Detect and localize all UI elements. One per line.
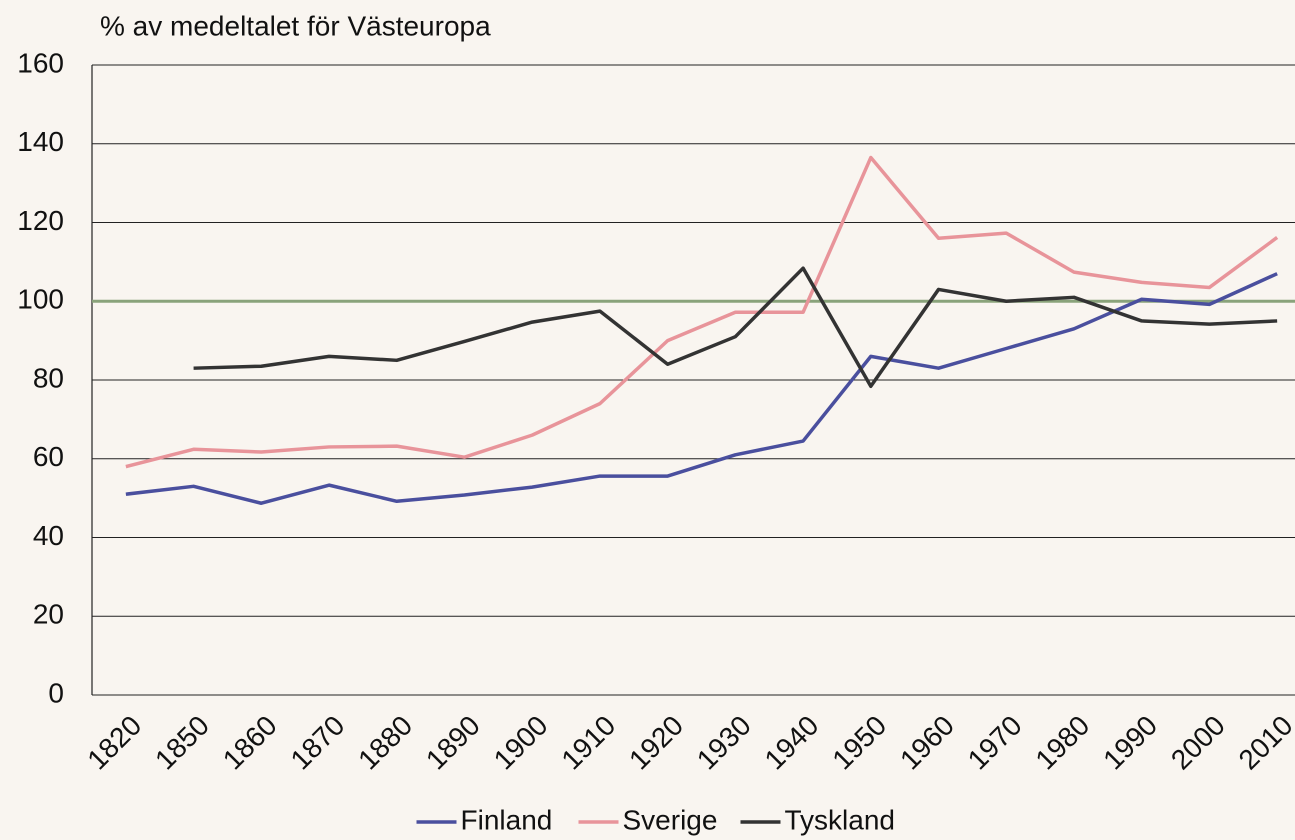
y-tick-label: 80: [33, 362, 64, 393]
legend-label: Sverige: [623, 804, 718, 835]
legend-label: Finland: [461, 804, 553, 835]
y-tick-label: 0: [48, 677, 64, 708]
line-series: [193, 266, 1278, 389]
y-tick-label: 60: [33, 441, 64, 472]
line-series: [125, 155, 1279, 469]
line-series: [125, 272, 1278, 505]
y-tick-label: 160: [17, 47, 64, 78]
chart-title: % av medeltalet för Västeuropa: [100, 10, 491, 41]
y-tick-label: 140: [17, 126, 64, 157]
y-tick-label: 20: [33, 599, 64, 630]
y-tick-label: 40: [33, 520, 64, 551]
y-tick-label: 100: [17, 284, 64, 315]
legend-label: Tyskland: [785, 804, 896, 835]
y-tick-label: 120: [17, 205, 64, 236]
